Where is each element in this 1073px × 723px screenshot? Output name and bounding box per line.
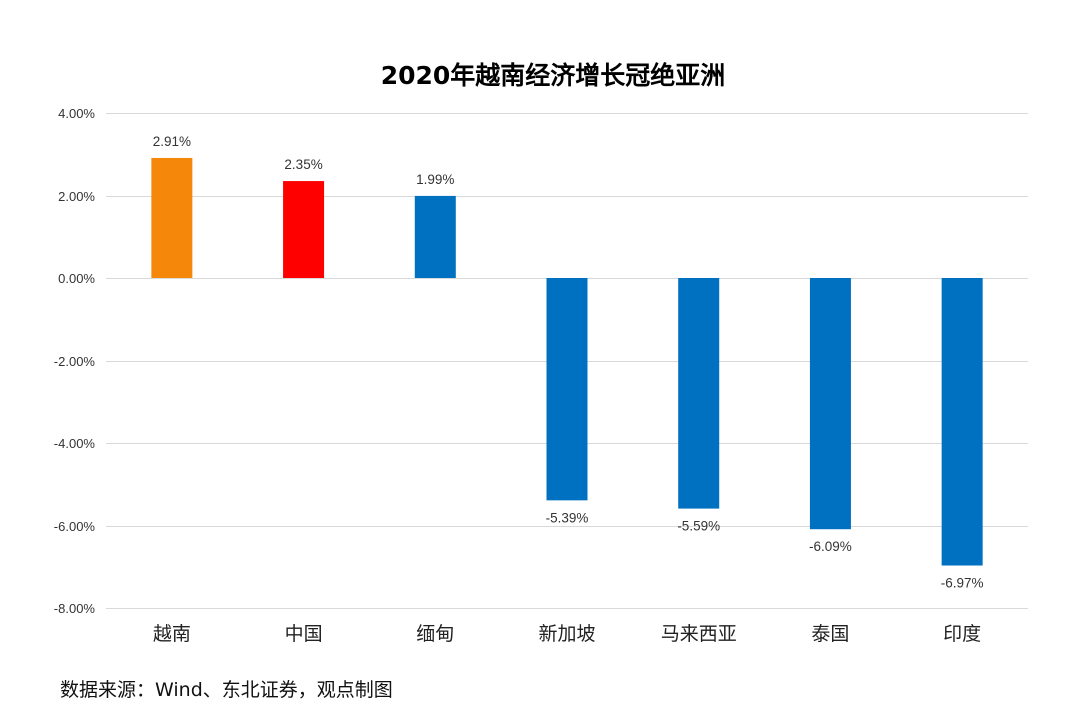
bar <box>809 278 851 530</box>
category-label: 越南 <box>153 623 191 645</box>
bars <box>151 157 983 566</box>
y-tick-label: 2.00% <box>58 189 95 204</box>
data-label: -5.59% <box>677 519 720 534</box>
category-label: 马来西亚 <box>661 623 737 645</box>
data-label: -6.97% <box>941 576 984 591</box>
chart-title: 2020年越南经济增长冠绝亚洲 <box>381 61 726 90</box>
data-label: -5.39% <box>546 510 589 525</box>
bar <box>941 278 983 566</box>
y-tick-label: 4.00% <box>58 106 95 121</box>
y-tick-label: -6.00% <box>54 519 96 534</box>
data-label: 2.91% <box>153 134 191 149</box>
x-axis-categories: 越南 中国 缅甸 新加坡 马来西亚 泰国 印度 <box>153 623 981 645</box>
data-label: 2.35% <box>284 157 322 172</box>
y-tick-label: -4.00% <box>54 436 96 451</box>
y-tick-label: 0.00% <box>58 271 95 286</box>
bar <box>414 195 456 278</box>
bar <box>546 278 588 501</box>
category-label: 中国 <box>285 623 323 645</box>
category-label: 印度 <box>943 623 981 645</box>
category-label: 新加坡 <box>538 623 595 645</box>
data-label: 1.99% <box>416 172 454 187</box>
source-note: 数据来源：Wind、东北证券，观点制图 <box>60 679 393 701</box>
data-labels: 2.91% 2.35% 1.99% -5.39% -5.59% -6.09% -6.97% <box>153 134 984 591</box>
y-tick-label: -2.00% <box>54 354 96 369</box>
category-label: 缅甸 <box>416 623 454 645</box>
bar <box>283 181 325 278</box>
bar <box>151 157 193 278</box>
data-label: -6.09% <box>809 539 852 554</box>
category-label: 泰国 <box>811 623 849 645</box>
bar <box>678 278 720 509</box>
y-axis-ticks: 4.00% 2.00% 0.00% -2.00% -4.00% -6.00% -8.00% <box>54 106 96 616</box>
y-tick-label: -8.00% <box>54 601 96 616</box>
